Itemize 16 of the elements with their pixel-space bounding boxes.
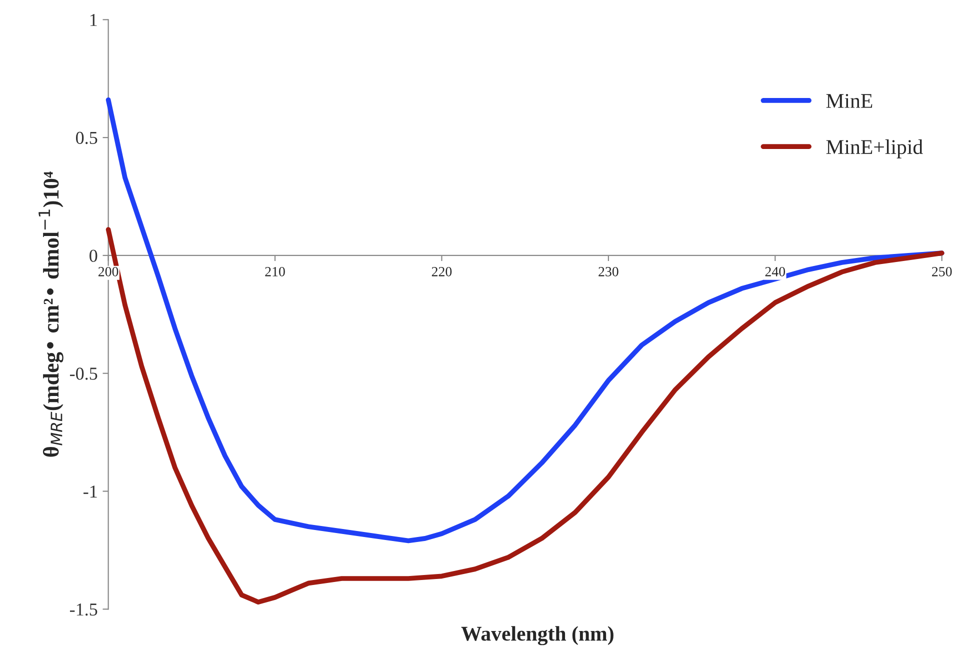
x-tick-label: 200: [98, 266, 118, 276]
x-tick-label: 210: [265, 266, 285, 276]
y-axis-title: θ$_{MRE}$(mdeg• cm²• dmol$^{−1}$)10⁴: [38, 172, 64, 457]
y-tick-label: -1: [84, 486, 97, 498]
x-tick-label: 250: [932, 266, 952, 276]
y-tick-label: 0: [90, 250, 98, 262]
y-tick-label: 1: [90, 14, 97, 26]
y-tick-label: 0.5: [76, 132, 98, 144]
x-tick-label: 240: [765, 266, 786, 276]
legend-label: MinE: [826, 94, 872, 108]
x-tick-label: 220: [432, 266, 452, 276]
y-tick-label: -0.5: [70, 368, 98, 380]
x-axis-title: Wavelength (nm): [461, 626, 614, 646]
x-tick-label: 230: [598, 266, 618, 276]
y-tick-label: -1.5: [70, 603, 98, 616]
legend-label: MinE+lipid: [826, 139, 923, 158]
